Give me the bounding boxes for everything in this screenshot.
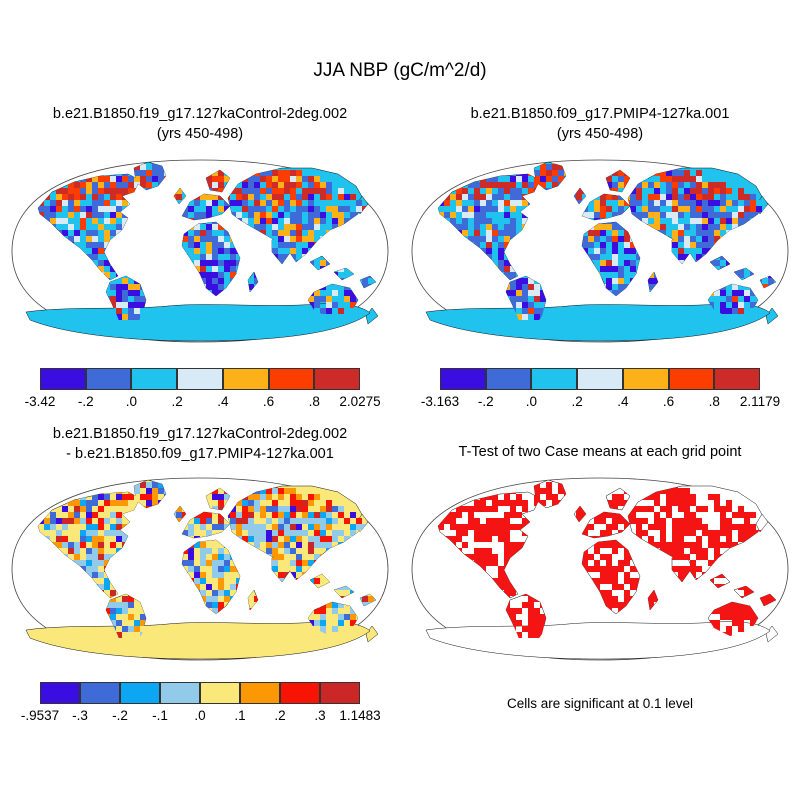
panel-title-line1: b.e21.B1850.f19_g17.127kaControl-2deg.00… [52,106,348,122]
antarctica [25,621,371,660]
colorbar-segment [40,682,80,704]
colorbar-difference: -.9537 -.3 -.2 -.1 .0 .1 .2 .3 1.1483 [21,682,381,726]
colorbar-tick-label: .6 [262,394,275,409]
colorbar-tick-label: .2 [274,708,286,723]
grid-cells [438,480,778,638]
colorbar-tick-label: .1 [234,708,246,723]
panel-title-line1: b.e21.B1850.f19_g17.127kaControl-2deg.00… [52,426,348,442]
colorbar-pmip4: -3.163 -.2 .0 .2 .4 .6 .8 2.1179 [421,368,780,412]
panel-ttest: T-Test of two Case means at each grid po… [400,424,800,744]
colorbar-segment [131,368,178,390]
colorbar-segment [485,368,532,390]
panel-title: T-Test of two Case means at each grid po… [394,442,800,462]
colorbar-tick-label: 1.1483 [339,708,381,723]
colorbar-segment [177,368,223,390]
colorbar-segment [240,682,280,704]
world-map-difference [11,477,389,661]
colorbar-segment [668,368,715,390]
colorbar-tick-label: -.2 [112,708,128,723]
panel-title: b.e21.B1850.f19_g17.127kaControl-2deg.00… [0,424,406,464]
colorbar-segment [200,682,240,704]
panel-title: b.e21.B1850.f19_g17.127kaControl-2deg.00… [0,104,406,144]
colorbar-tick-label: -.2 [477,394,494,409]
colorbar-segment [577,368,623,390]
continent [765,307,779,325]
colorbar-segment [440,368,486,390]
colorbar-segment [160,682,200,704]
colorbar-tick-label: .4 [617,394,629,409]
panel-control: b.e21.B1850.f19_g17.127kaControl-2deg.00… [0,104,400,424]
colorbar-tick-label: .8 [308,394,320,409]
colorbar-tick-label: 2.1179 [739,394,781,409]
colorbar-segment [85,368,132,390]
colorbar-segment [120,682,160,704]
colorbar-tick-label: .4 [217,394,229,409]
colorbar-tick-label: .2 [171,394,183,409]
colorbar-segment [531,368,578,390]
colorbar-segment [80,682,120,704]
colorbar-segment [268,368,315,390]
figure-title: JJA NBP (gC/m^2/d) [313,60,487,81]
grid-cells [38,162,378,320]
colorbar-segment [222,368,269,390]
continent [365,625,379,643]
significance-caption: Cells are significant at 0.1 level [506,696,694,711]
continent [365,307,379,325]
panel-pmip4: b.e21.B1850.f09_g17.PMIP4-127ka.001 (yrs… [400,104,800,424]
colorbar-control: -3.42 -.2 .0 .2 .4 .6 .8 2.0275 [25,368,381,412]
continent [755,513,769,533]
colorbar-tick-label: -.2 [77,394,94,409]
colorbar-tick-label: .0 [525,394,538,409]
colorbar-segment [40,368,86,390]
panel-title: b.e21.B1850.f09_g17.PMIP4-127ka.001 (yrs… [394,104,800,144]
antarctica [425,621,771,660]
grid-cells [438,162,778,320]
world-map-ttest [411,477,789,661]
colorbar-segment [320,682,360,704]
world-map-pmip4 [411,159,789,343]
antarctica [25,303,371,342]
colorbar-segment [714,368,761,390]
colorbar-tick-label: .6 [662,394,675,409]
colorbar-segment [280,682,320,704]
colorbar-tick-label: .8 [708,394,720,409]
colorbar-tick-label: -3.42 [24,394,56,409]
colorbar-tick-label: .3 [314,708,326,723]
panel-difference: b.e21.B1850.f19_g17.127kaControl-2deg.00… [0,424,400,744]
panel-title-line2: - b.e21.B1850.f09_g17.PMIP4-127ka.001 [66,446,334,462]
colorbar-tick-label: .0 [194,708,206,723]
continent [765,625,779,643]
grid-cells [38,480,378,638]
world-map-control [11,159,389,343]
panel-title-line2: (yrs 450-498) [556,126,644,142]
panel-title-line1: T-Test of two Case means at each grid po… [458,444,742,460]
colorbar-tick-label: -.1 [152,708,168,723]
panel-title-line2: (yrs 450-498) [156,126,244,142]
colorbar-tick-label: .0 [125,394,138,409]
colorbar-segment [314,368,361,390]
colorbar-tick-label: -.9537 [20,708,60,723]
colorbar-tick-label: -3.163 [420,394,460,409]
antarctica [425,303,771,342]
colorbar-tick-label: .2 [571,394,583,409]
panel-title-line1: b.e21.B1850.f09_g17.PMIP4-127ka.001 [470,106,730,122]
colorbar-segment [622,368,669,390]
colorbar-tick-label: -.3 [72,708,88,723]
colorbar-tick-label: 2.0275 [339,394,381,409]
